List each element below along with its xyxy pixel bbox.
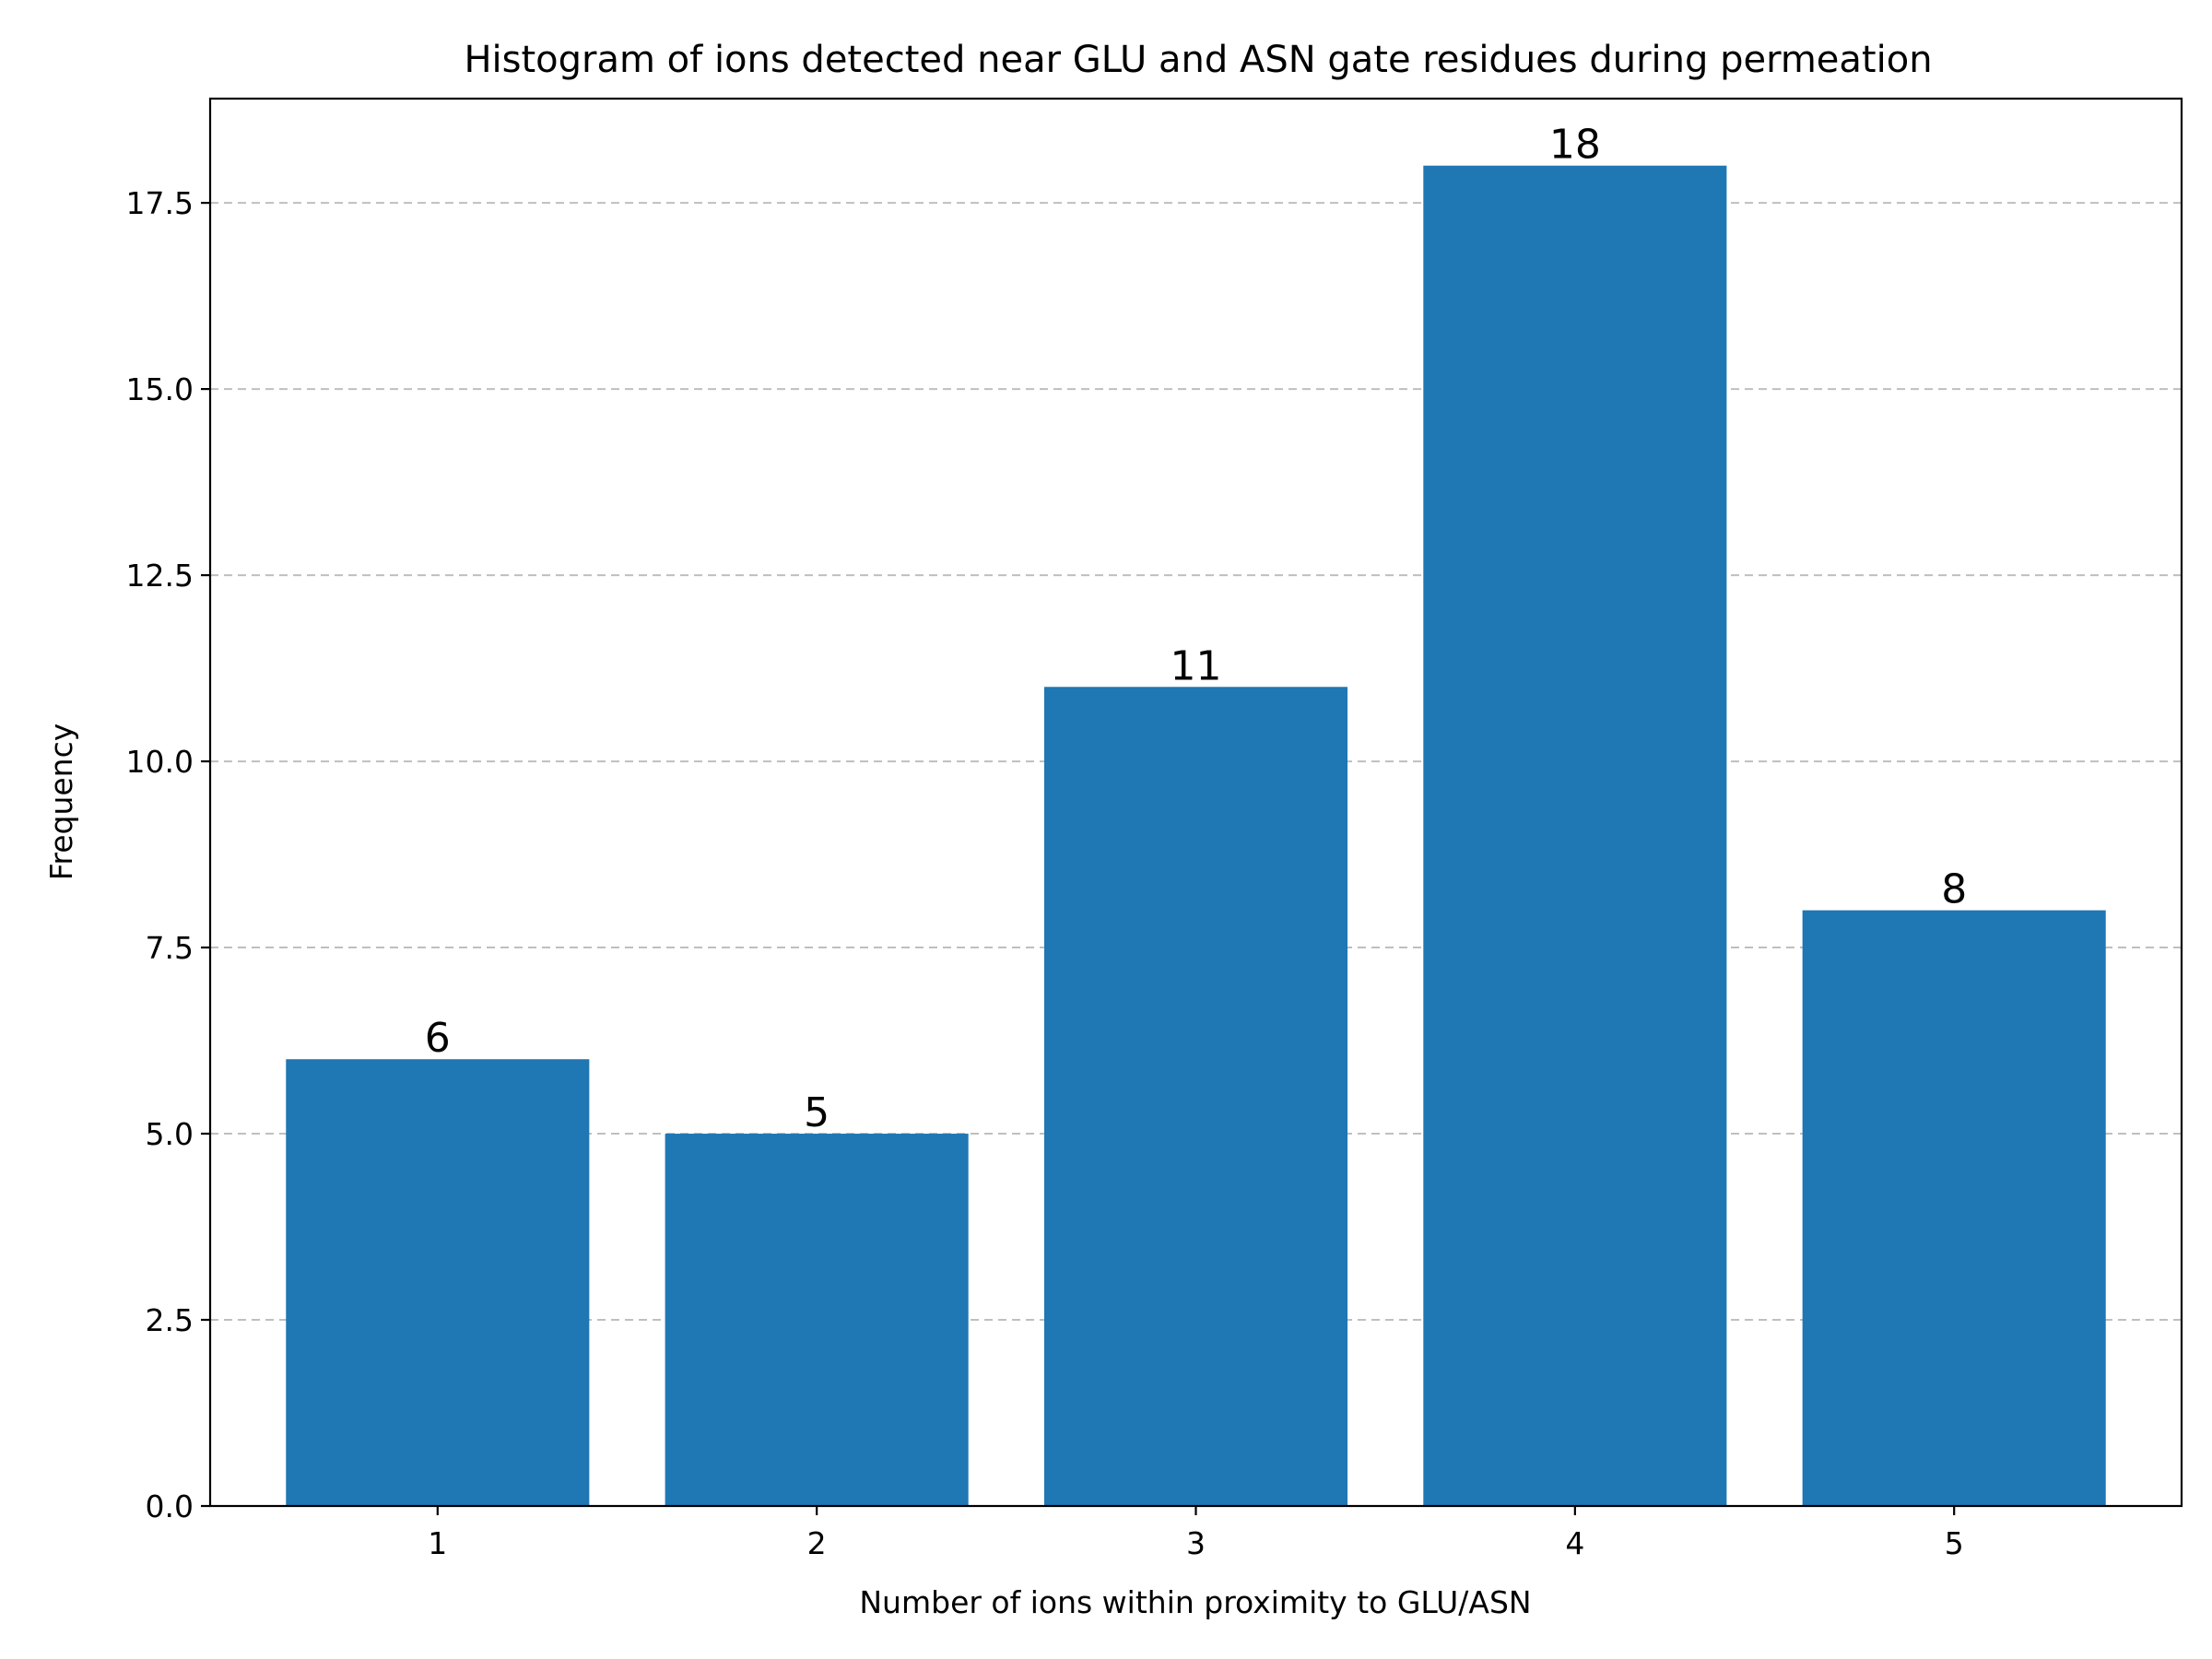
- bar-value-label: 6: [425, 1015, 451, 1062]
- bar-value-label: 5: [804, 1089, 830, 1136]
- x-tick-label: 4: [1565, 1525, 1584, 1561]
- y-tick-label: 2.5: [146, 1302, 194, 1338]
- bars: [286, 165, 2106, 1507]
- y-tick-label: 0.0: [146, 1488, 194, 1524]
- bar: [1423, 165, 1727, 1507]
- bar-value-label: 11: [1171, 642, 1222, 689]
- x-tick-label: 5: [1945, 1525, 1964, 1561]
- data-labels: 6 5 11 18 8: [425, 122, 1967, 1136]
- bar: [1802, 910, 2106, 1506]
- y-tick-label: 17.5: [126, 185, 194, 221]
- x-tick-label: 3: [1186, 1525, 1206, 1561]
- y-tick-label: 10.0: [126, 744, 194, 780]
- x-tick-label: 1: [428, 1525, 447, 1561]
- x-tick-label: 2: [807, 1525, 827, 1561]
- y-tick-label: 7.5: [146, 930, 194, 966]
- y-tick-label: 15.0: [126, 371, 194, 407]
- bar: [286, 1059, 590, 1506]
- y-axis-label: Frequency: [43, 724, 79, 880]
- bar: [665, 1134, 969, 1506]
- bar: [1043, 687, 1348, 1506]
- y-tick-label: 12.5: [126, 558, 194, 594]
- bar-value-label: 8: [1941, 866, 1967, 913]
- y-tick-label: 5.0: [146, 1116, 194, 1152]
- x-axis-label: Number of ions within proximity to GLU/A…: [859, 1584, 1531, 1620]
- bar-value-label: 18: [1549, 122, 1601, 169]
- chart-title: Histogram of ions detected near GLU and …: [464, 39, 1932, 81]
- y-axis-ticks: 0.0 2.5 5.0 7.5 10.0 12.5 15.0 17.5: [126, 185, 210, 1524]
- x-axis-ticks: 1 2 3 4 5: [428, 1506, 1964, 1561]
